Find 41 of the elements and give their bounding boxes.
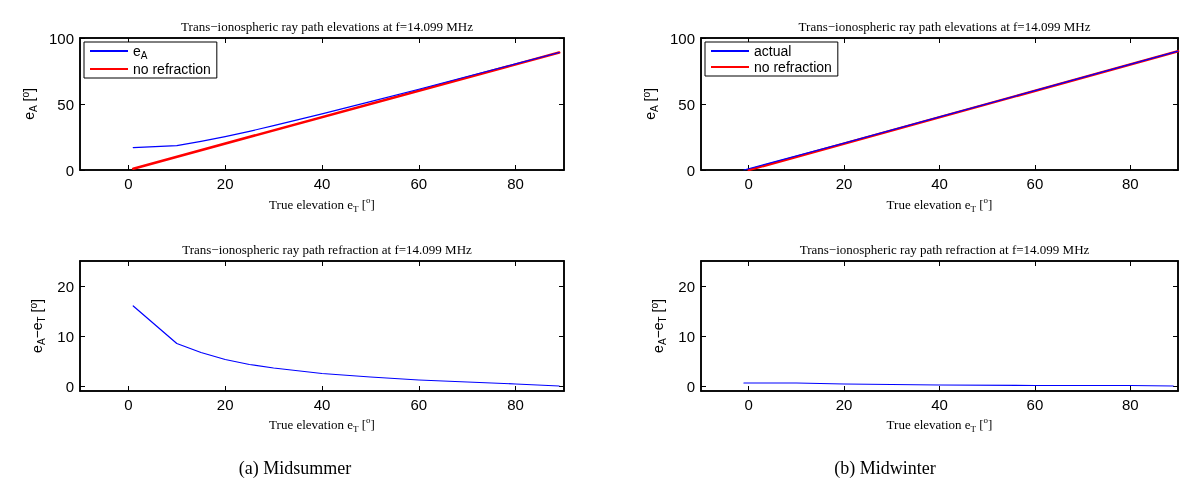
x-tick-label: 60 xyxy=(1026,396,1044,413)
x-tick-label: 80 xyxy=(507,175,524,192)
y-tick-label: 100 xyxy=(48,29,74,47)
x-tick-label: 60 xyxy=(410,175,428,192)
x-tick-label: 20 xyxy=(835,396,853,413)
legend-label: actual xyxy=(754,43,792,59)
y-tick-label: 10 xyxy=(678,327,695,345)
x-tick-label: 20 xyxy=(216,175,234,192)
y-tick-label: 50 xyxy=(57,95,74,113)
y-tick-label: 100 xyxy=(669,29,695,47)
chart-title: Trans−ionospheric ray path refraction at f=14.099 MHz xyxy=(799,241,1090,257)
x-tick-label: 80 xyxy=(507,396,524,413)
legend-label: no refraction xyxy=(133,61,211,77)
y-tick-label: 0 xyxy=(686,161,695,179)
chart-title: Trans−ionospheric ray path elevations at f=14.099 MHz xyxy=(798,18,1091,34)
x-tick-label: 0 xyxy=(744,396,753,413)
y-tick-label: 0 xyxy=(686,377,695,395)
y-tick-label: 0 xyxy=(65,377,74,395)
x-tick-label: 80 xyxy=(1121,396,1139,413)
y-tick-label: 20 xyxy=(678,277,695,295)
legend-label: no refraction xyxy=(754,59,832,75)
text: (a) Midsummer xyxy=(238,458,352,479)
y-tick-label: 20 xyxy=(57,277,74,295)
x-tick-label: 0 xyxy=(124,396,133,413)
x-tick-label: 40 xyxy=(931,175,948,192)
x-tick-label: 40 xyxy=(931,396,948,413)
x-tick-label: 20 xyxy=(216,396,234,413)
x-tick-label: 40 xyxy=(313,396,331,413)
text: (b) Midwinter xyxy=(834,458,936,479)
x-tick-label: 80 xyxy=(1121,175,1139,192)
chart-title: Trans−ionospheric ray path refraction at f=14.099 MHz xyxy=(182,241,473,257)
x-tick-label: 20 xyxy=(835,175,853,192)
x-tick-label: 40 xyxy=(313,175,331,192)
x-tick-label: 60 xyxy=(410,396,428,413)
y-tick-label: 50 xyxy=(678,95,695,113)
y-tick-label: 10 xyxy=(57,327,74,345)
x-tick-label: 60 xyxy=(1026,175,1044,192)
x-tick-label: 0 xyxy=(744,175,753,192)
y-tick-label: 0 xyxy=(65,161,74,179)
x-tick-label: 0 xyxy=(124,175,133,192)
chart-title: Trans−ionospheric ray path elevations at f=14.099 MHz xyxy=(181,18,474,34)
